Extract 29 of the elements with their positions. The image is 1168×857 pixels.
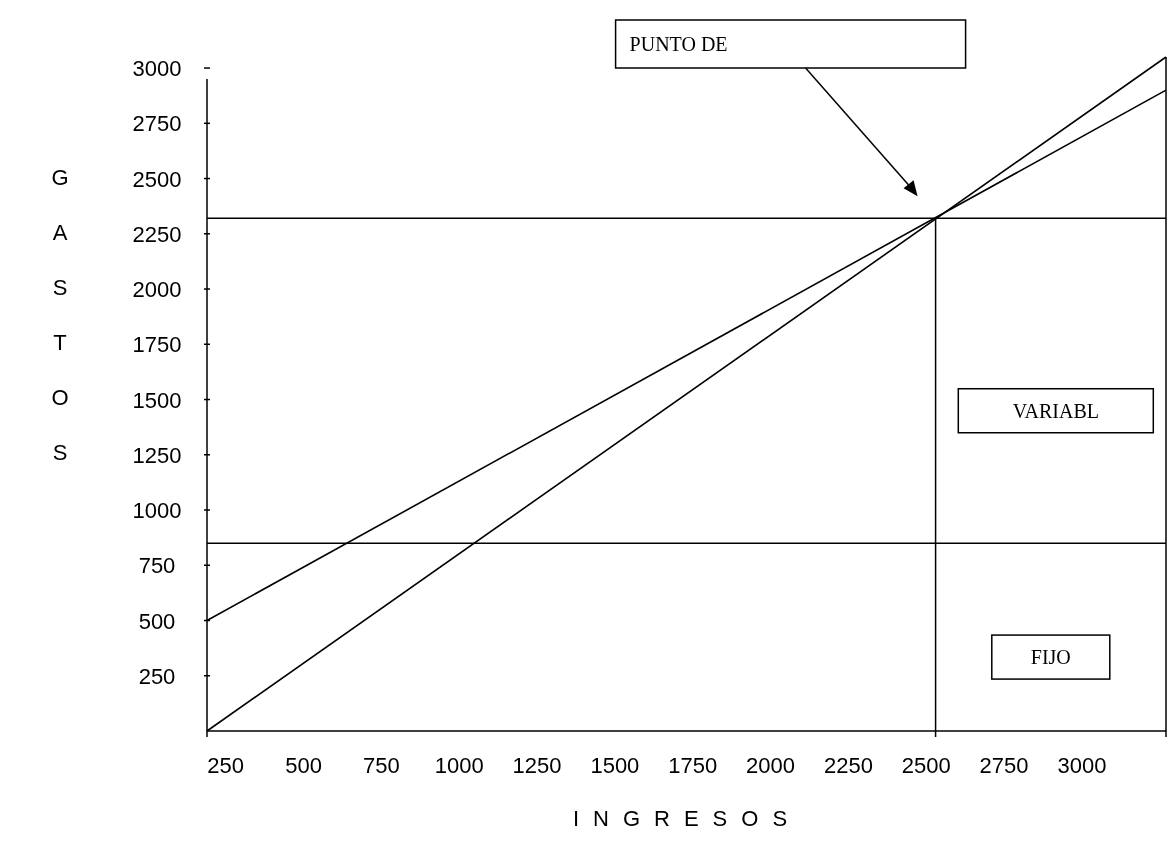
y-tick-label: 2750	[132, 111, 182, 137]
annotation: VARIABL	[1012, 399, 1099, 422]
x-tick-label: 1750	[668, 753, 718, 778]
x-tick-label: 2250	[823, 753, 873, 778]
y-tick-label: 250	[138, 663, 176, 689]
x-axis-title: INGRESOS	[572, 806, 802, 831]
text: PUNTO DE	[629, 33, 728, 55]
y-tick-label: 750	[138, 553, 176, 579]
y-tick-label: 2500	[132, 166, 182, 192]
y-tick-label: 2000	[132, 277, 182, 303]
x-tick-label: 1250	[512, 753, 562, 778]
x-tick-label: 2000	[746, 753, 796, 778]
y-tick-label: 1500	[132, 387, 182, 413]
x-tick-label: 3000	[1057, 753, 1107, 778]
x-tick-label: 2500	[901, 753, 951, 778]
y-tick-label: 1750	[132, 332, 182, 358]
x-tick-label: 1500	[590, 753, 640, 778]
text: GASTOS	[51, 165, 69, 465]
annotation: FIJO	[1030, 646, 1071, 669]
y-tick-label: 2250	[132, 221, 182, 247]
x-tick-label: 1000	[434, 753, 484, 778]
y-tick-label: 1250	[132, 442, 182, 468]
x-tick-label: 250	[207, 753, 245, 778]
y-tick-label: 1000	[132, 498, 182, 524]
y-tick-label: 500	[138, 608, 176, 634]
x-tick-label: 500	[285, 753, 322, 778]
y-tick-label: 3000	[132, 56, 182, 82]
x-tick-label: 750	[363, 753, 400, 778]
x-tick-label: 2750	[979, 753, 1029, 778]
